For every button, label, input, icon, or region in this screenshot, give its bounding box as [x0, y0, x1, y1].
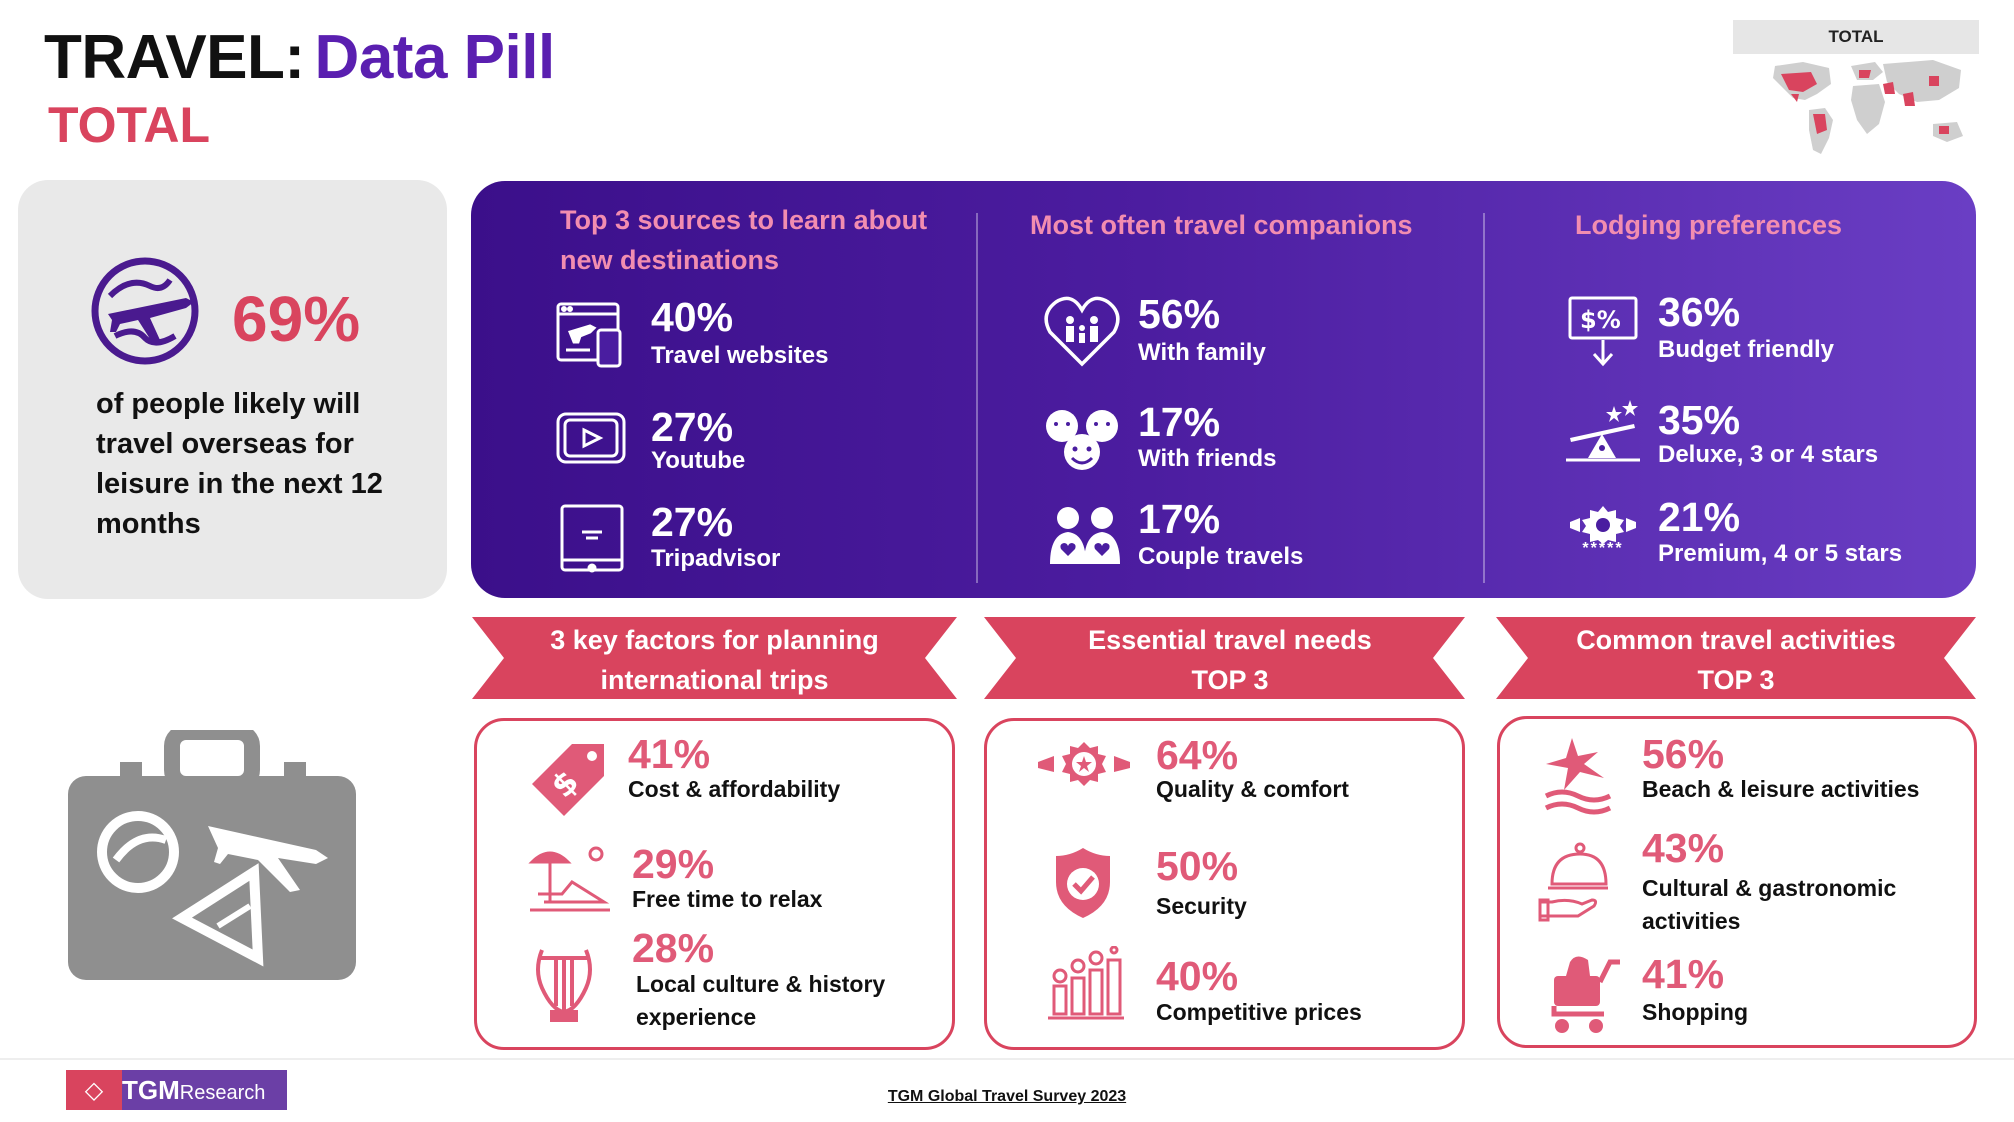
- shield-check-icon: [1052, 846, 1114, 925]
- price-tag-icon: $: [528, 740, 608, 825]
- page-subtitle: TOTAL: [48, 97, 211, 153]
- logo-text-suffix: Research: [179, 1081, 266, 1104]
- headline-text: of people likely will travel overseas fo…: [96, 388, 383, 540]
- factors-ribbon-text: 3 key factors for planning international…: [550, 625, 879, 695]
- tgm-research-logo[interactable]: ◇ TGMResearch: [66, 1070, 287, 1110]
- friends-faces-icon: [1044, 404, 1120, 481]
- quality-badge-icon: [1036, 740, 1132, 809]
- activity-percent: 43%: [1642, 825, 1725, 871]
- world-map-panel: TOTAL: [1733, 20, 1979, 165]
- survey-highlights-band: [471, 181, 1976, 598]
- lodging-percent: 36%: [1658, 289, 1741, 335]
- svg-text:$%: $%: [1580, 306, 1621, 334]
- factor-label: Cost & affordability: [628, 776, 841, 802]
- factor-percent: 41%: [628, 731, 711, 777]
- discount-board-icon: $%: [1568, 296, 1638, 373]
- page-title: TRAVEL: Data Pill: [44, 22, 555, 93]
- globe-plane-icon: [90, 256, 200, 371]
- tablet-icon: [558, 504, 628, 581]
- premium-badge-icon: *****: [1568, 504, 1638, 566]
- need-label: Competitive prices: [1156, 999, 1362, 1025]
- sources-title: Top 3 sources to learn about new destina…: [560, 205, 928, 275]
- source-percent: 27%: [651, 404, 734, 450]
- website-icon: [556, 300, 628, 377]
- lodging-percent: 21%: [1658, 494, 1741, 540]
- companion-label: Couple travels: [1138, 543, 1304, 570]
- source-percent: 40%: [651, 294, 734, 340]
- activity-label: Cultural & gastronomic activities: [1642, 875, 1897, 934]
- needs-ribbon: [984, 617, 1465, 699]
- factor-label: Free time to relax: [632, 886, 823, 912]
- logo-text-main: TGM: [122, 1074, 180, 1105]
- coins-chart-icon: [1048, 945, 1124, 1027]
- palm-wave-icon: [1542, 734, 1614, 823]
- activity-label: Beach & leisure activities: [1642, 776, 1920, 802]
- title-key: TRAVEL:: [44, 23, 305, 92]
- need-percent: 40%: [1156, 953, 1239, 999]
- factor-label: Local culture & history experience: [636, 971, 886, 1030]
- seesaw-stars-icon: [1566, 398, 1640, 469]
- factor-percent: 28%: [632, 925, 715, 971]
- factor-percent: 29%: [632, 841, 715, 887]
- activity-percent: 41%: [1642, 951, 1725, 997]
- need-label: Security: [1156, 893, 1247, 919]
- companions-title: Most often travel companions: [1030, 210, 1413, 240]
- companion-percent: 17%: [1138, 399, 1221, 445]
- lodging-label: Premium, 4 or 5 stars: [1658, 540, 1903, 567]
- companion-percent: 17%: [1138, 496, 1221, 542]
- lodging-title: Lodging preferences: [1575, 210, 1843, 240]
- premium-stars-text: *****: [1582, 540, 1624, 557]
- survey-source-link[interactable]: TGM Global Travel Survey 2023: [887, 1088, 1127, 1105]
- suitcase-icon: [68, 724, 358, 987]
- logo-text: TGMResearch: [122, 1075, 265, 1106]
- source-label: Travel websites: [651, 342, 829, 369]
- family-heart-icon: [1042, 294, 1122, 373]
- footer-divider: [0, 1058, 2014, 1060]
- activity-percent: 56%: [1642, 731, 1725, 777]
- title-value: Data Pill: [314, 23, 556, 92]
- couple-icon: [1048, 504, 1122, 571]
- lodging-percent: 35%: [1658, 397, 1741, 443]
- source-label: Youtube: [651, 447, 746, 474]
- cloche-icon: [1538, 842, 1608, 929]
- headline-stat-card: [18, 180, 447, 599]
- world-map-icon: [1773, 60, 1963, 154]
- need-label: Quality & comfort: [1156, 776, 1349, 802]
- needs-ribbon-line2: TOP 3: [1191, 665, 1269, 695]
- lodging-label: Budget friendly: [1658, 336, 1835, 363]
- activities-ribbon: [1496, 617, 1976, 699]
- activities-ribbon-line1: Common travel activities: [1576, 625, 1896, 655]
- band-divider: [1483, 213, 1485, 583]
- video-play-icon: [556, 410, 628, 471]
- logo-diamond-icon: ◇: [66, 1070, 122, 1110]
- companion-label: With friends: [1138, 445, 1277, 472]
- lodging-label: Deluxe, 3 or 4 stars: [1658, 441, 1879, 468]
- needs-ribbon-line1: Essential travel needs: [1088, 625, 1372, 655]
- source-label: Tripadvisor: [651, 545, 781, 572]
- companion-percent: 56%: [1138, 291, 1221, 337]
- need-percent: 50%: [1156, 843, 1239, 889]
- need-percent: 64%: [1156, 732, 1239, 778]
- shopping-cart-icon: [1546, 952, 1622, 1039]
- activity-label: Shopping: [1642, 999, 1749, 1025]
- source-percent: 27%: [651, 499, 734, 545]
- band-divider: [976, 213, 978, 583]
- factors-ribbon: [472, 617, 957, 699]
- map-label: TOTAL: [1733, 20, 1979, 54]
- lyre-icon: [534, 940, 594, 1029]
- beach-chair-icon: [528, 842, 612, 919]
- activities-ribbon-line2: TOP 3: [1697, 665, 1775, 695]
- headline-percent: 69%: [232, 283, 361, 355]
- companion-label: With family: [1138, 339, 1266, 366]
